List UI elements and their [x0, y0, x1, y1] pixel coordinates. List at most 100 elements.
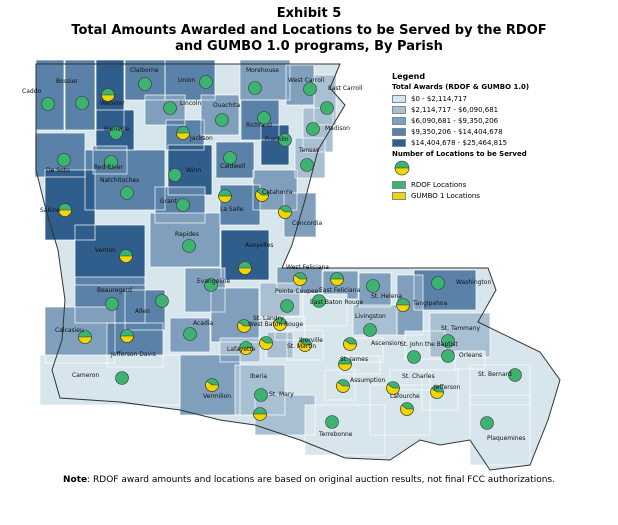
parish-border — [304, 404, 386, 456]
rdof-slice — [278, 133, 292, 147]
legend-class-3: $9,350,206 - $14,404,678 — [392, 126, 552, 137]
gumbo-slice — [400, 404, 414, 416]
rdof-slice — [254, 388, 268, 402]
parish-label: Calcasieu — [55, 327, 84, 334]
parish-region — [470, 395, 530, 465]
gumbo-slice — [293, 274, 307, 286]
gumbo-slice — [239, 347, 253, 355]
rdof-slice — [75, 96, 89, 110]
rdof-slice — [431, 276, 445, 290]
parish-region — [240, 60, 290, 100]
parish-border — [184, 267, 226, 313]
rdof-slice — [280, 299, 294, 313]
legend-swatch-4 — [392, 138, 406, 147]
parish-border — [74, 224, 146, 286]
legend-gumbo: GUMBO 1 Locations — [392, 190, 552, 201]
parish-border — [219, 184, 261, 226]
parish-label: West Baton Rouge — [248, 321, 303, 328]
parish-region — [40, 355, 180, 405]
parish-border — [286, 329, 324, 361]
gumbo-slice — [259, 338, 273, 350]
parish-label: Sabine — [40, 207, 61, 214]
gumbo-slice — [101, 94, 115, 102]
rdof-slice — [363, 323, 377, 337]
parish-label: Tensas — [298, 147, 319, 154]
parish-borders — [34, 59, 531, 466]
parish-label: Acadia — [193, 320, 213, 327]
rdof-swatch — [392, 180, 406, 189]
parish-label: Lafayette — [227, 346, 256, 353]
parish-label: Vermilion — [203, 393, 231, 400]
parish-label: Orleans — [459, 352, 482, 359]
parish-border — [210, 287, 260, 343]
parish-border — [469, 394, 531, 466]
parish-region — [65, 60, 95, 130]
parish-region — [305, 405, 385, 455]
gumbo-slice — [78, 336, 92, 344]
rdof-slice — [168, 168, 182, 182]
gumbo-slice — [120, 335, 134, 343]
rdof-slice — [257, 111, 271, 125]
gumbo-slice — [176, 132, 190, 140]
parish-label: Morehouse — [246, 67, 279, 74]
gumbo-slice — [336, 381, 350, 393]
rdof-slice — [441, 334, 455, 348]
parish-label: St. Landry — [253, 315, 284, 322]
parish-label: De Soto — [46, 167, 70, 174]
parish-label: Natchitoches — [100, 177, 139, 184]
parish-region — [211, 288, 259, 342]
locations-heading: Number of Locations to be Served — [392, 150, 527, 158]
legend-class-label: $0 - $2,114,717 — [411, 94, 467, 103]
rdof-slice — [215, 113, 229, 127]
state-outline — [35, 63, 561, 471]
rdof-slice — [138, 77, 152, 91]
parish-label: Cameron — [72, 372, 99, 379]
parish-label: Vernon — [95, 247, 116, 254]
legend-rdof: RDOF Locations — [392, 179, 552, 190]
rdof-slice — [120, 186, 134, 200]
parish-label: Evangeline — [197, 278, 230, 285]
legend-swatch-2 — [392, 116, 406, 125]
legend: Legend Total Awards (RDOF & GUMBO 1.0) $… — [392, 72, 552, 201]
parish-border — [259, 282, 301, 318]
legend-class-0: $0 - $2,114,717 — [392, 93, 552, 104]
gumbo-slice — [278, 207, 292, 219]
legend-swatch-3 — [392, 127, 406, 136]
parish-label: West Feliciana — [286, 264, 329, 271]
gumbo-slice — [238, 267, 252, 275]
parish-border — [429, 312, 491, 358]
parish-label: Franklin — [265, 136, 289, 143]
parish-label: St. Mary — [269, 391, 294, 398]
parish-label: Livingston — [355, 313, 386, 320]
gumbo-slice — [396, 304, 410, 312]
legend-swatch-1 — [392, 105, 406, 114]
footnote: Note: RDOF award amounts and locations a… — [60, 474, 558, 487]
parish-regions — [35, 60, 560, 470]
parish-label: Pointe Coupee — [275, 288, 319, 295]
parish-region — [260, 283, 300, 317]
gumbo-slice — [273, 319, 287, 331]
parish-label: Tangipahoa — [412, 300, 448, 307]
rdof-slice — [248, 81, 262, 95]
parish-label: St. Charles — [402, 373, 435, 380]
awards-heading: Total Awards (RDOF & GUMBO 1.0) — [392, 83, 530, 91]
rdof-slice — [223, 151, 237, 165]
parish-label: St. James — [340, 356, 368, 363]
parish-label: Bossier — [56, 78, 78, 85]
legend-class-label: $6,090,681 - $9,350,206 — [411, 116, 499, 125]
parish-border — [302, 293, 348, 327]
parish-border — [44, 306, 116, 364]
rdof-slice — [508, 368, 522, 382]
parish-label: Jackson — [189, 135, 213, 142]
parish-border — [165, 119, 205, 151]
legend-class-2: $6,090,681 - $9,350,206 — [392, 115, 552, 126]
gumbo-slice — [338, 363, 352, 371]
gumbo-slice — [255, 190, 269, 202]
legend-pie-icon — [394, 160, 410, 176]
rdof-slice — [104, 155, 118, 169]
parish-border — [413, 269, 477, 311]
parish-label: St. Martin — [287, 343, 316, 350]
parish-region — [36, 60, 64, 130]
parish-label: Catahoula — [262, 189, 293, 196]
